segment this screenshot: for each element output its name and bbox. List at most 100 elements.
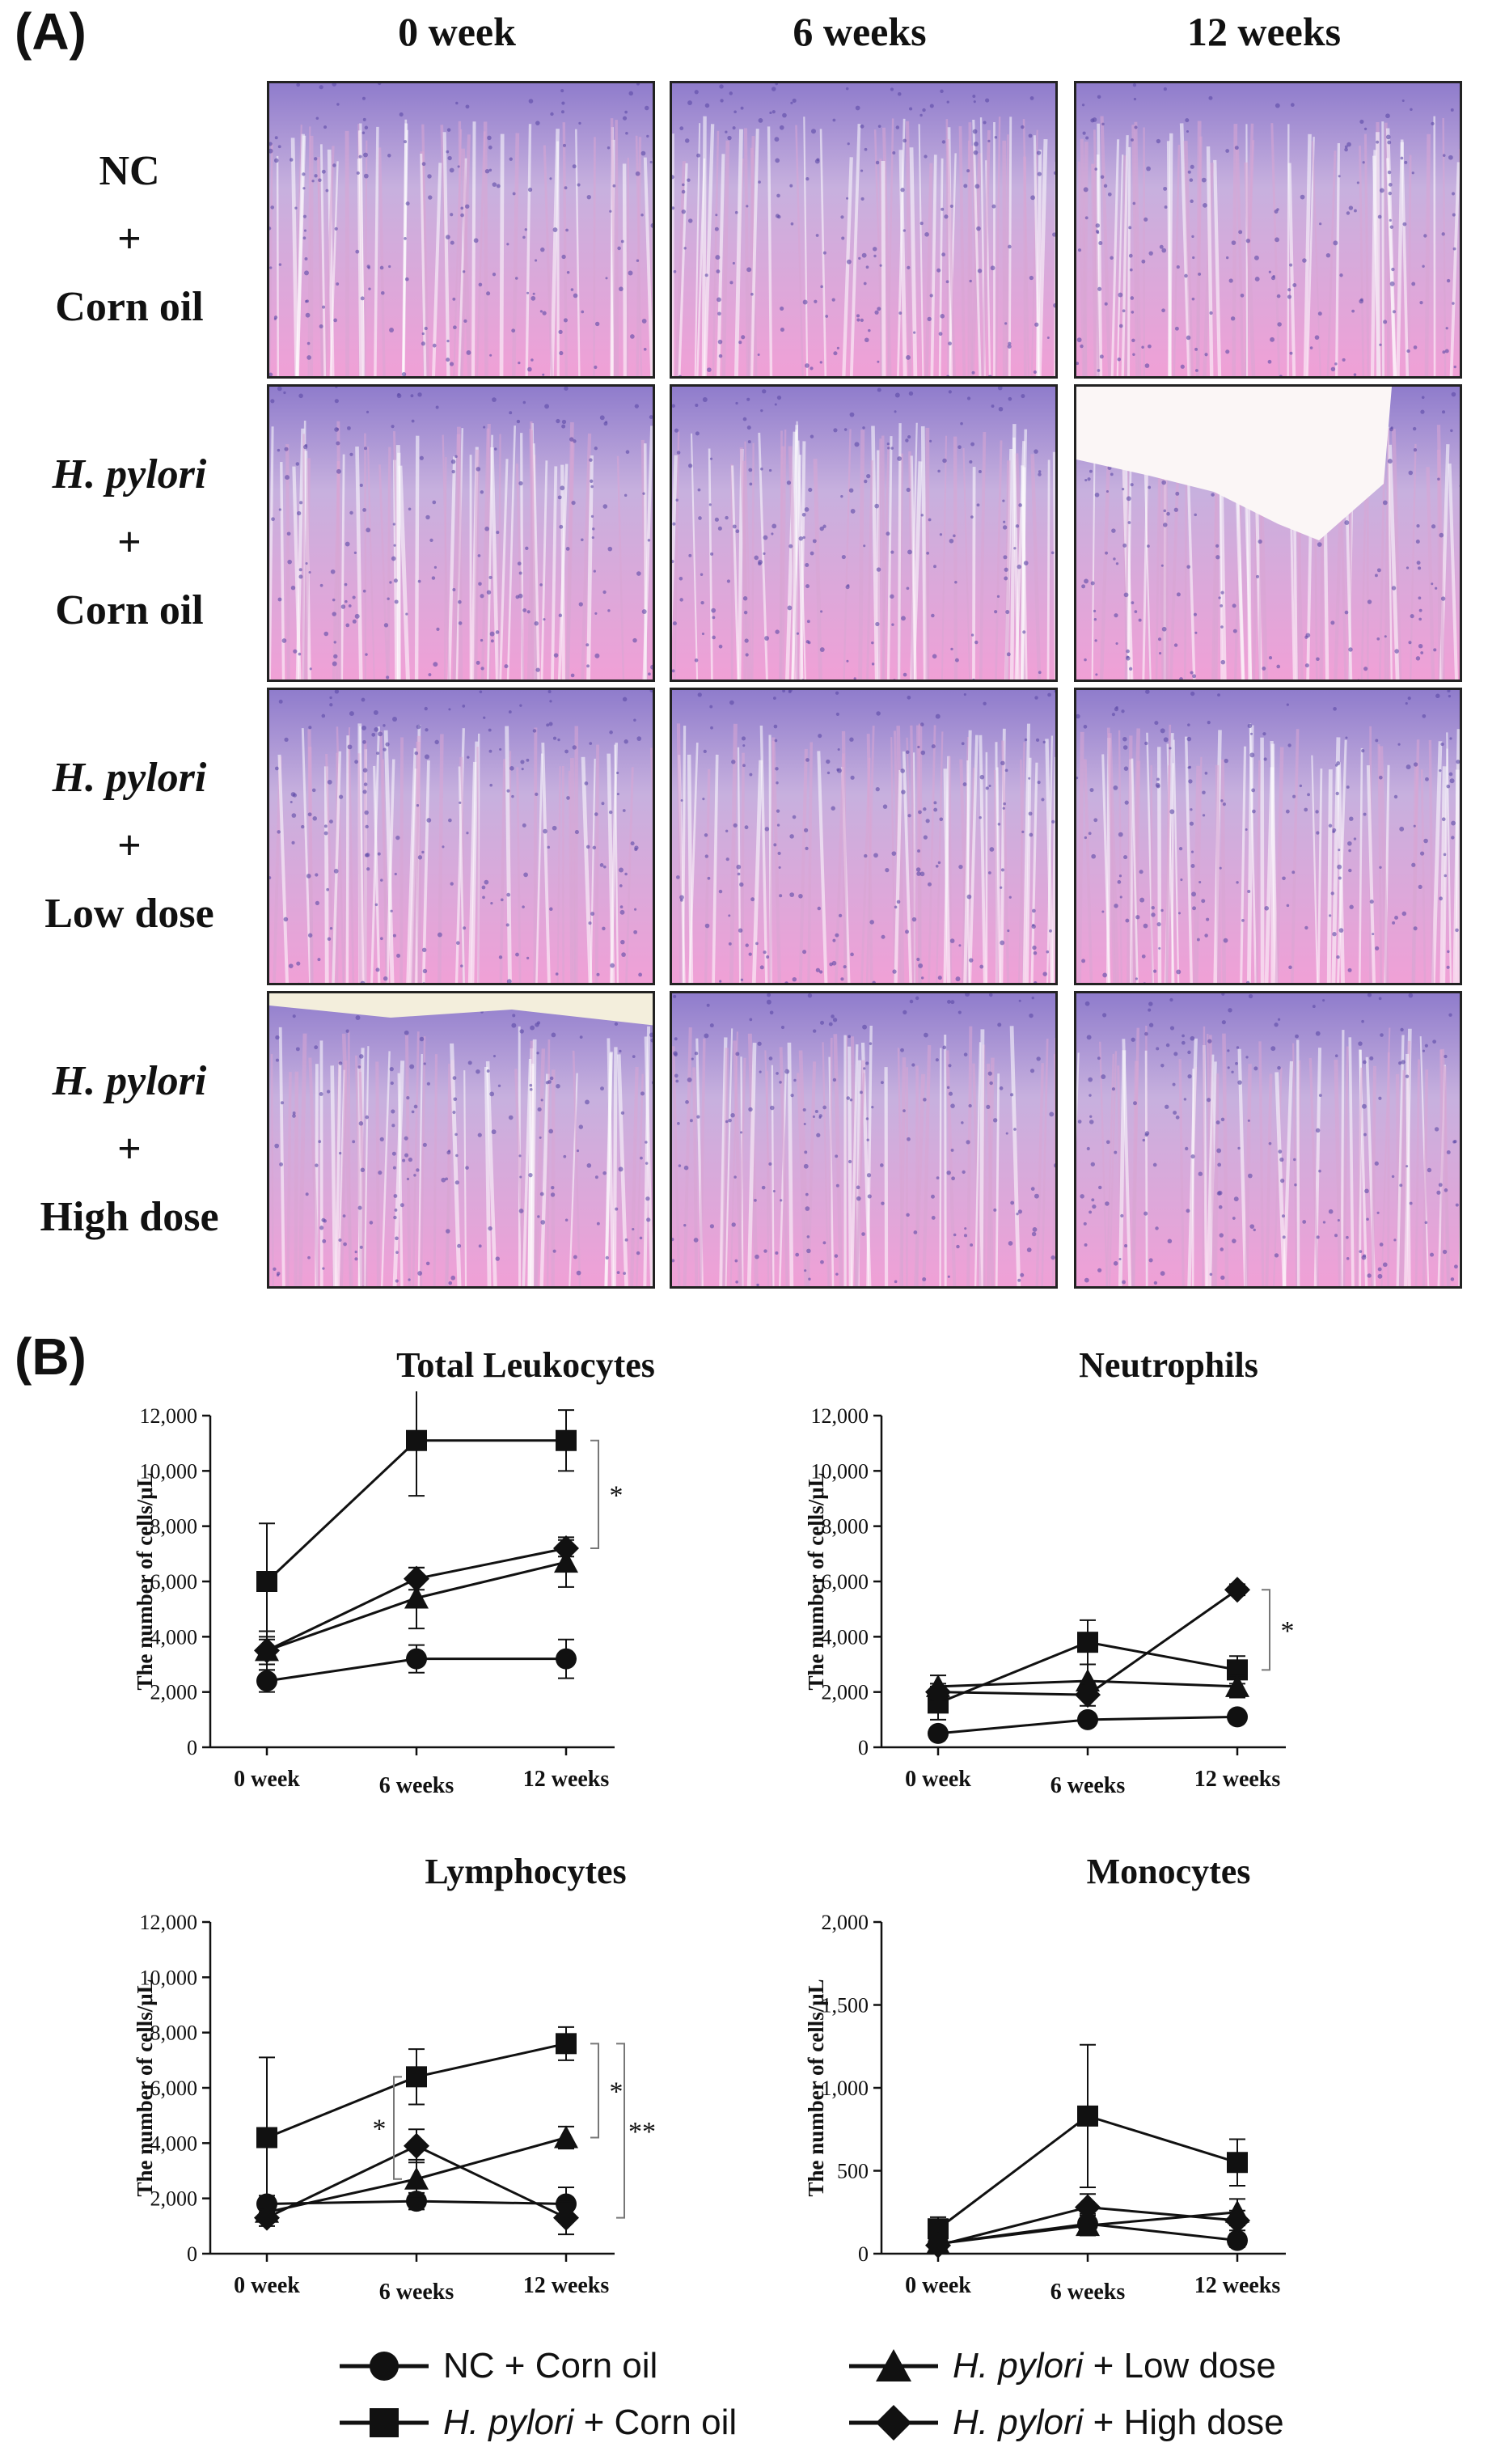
x-tick-label: 0 week	[234, 1767, 300, 1792]
significance-label: *	[1281, 1616, 1295, 1646]
row-label-top: H. pylori	[52, 1058, 207, 1104]
data-point	[928, 1722, 949, 1744]
row-label-hp-low-dose: H. pylori + Low dose	[8, 744, 251, 948]
data-point	[925, 2232, 951, 2259]
y-tick-label: 0	[858, 1736, 869, 1759]
series-diamond	[925, 2193, 1250, 2259]
y-tick-label: 1,000	[822, 2077, 869, 2100]
data-point	[556, 1648, 577, 1670]
micrograph-tile	[267, 688, 655, 985]
row-label-bottom: Corn oil	[55, 284, 204, 330]
y-tick-label: 4,000	[150, 1625, 198, 1649]
y-tick-label: 12,000	[140, 1404, 198, 1428]
data-point	[404, 2166, 429, 2190]
row-label-top: NC	[99, 148, 160, 194]
significance-label: *	[610, 2077, 624, 2106]
data-point	[1077, 1708, 1098, 1730]
x-tick-label: 0 week	[905, 1767, 971, 1792]
y-tick-label: 10,000	[140, 1966, 198, 1989]
y-axis-label: The number of cells/μL	[133, 1979, 157, 2196]
data-point	[1227, 2229, 1248, 2251]
chart-monocytes: 0 500 1,000 1,500 2,000 The number of cells/μ…	[804, 1911, 1286, 2305]
data-point	[406, 2066, 427, 2088]
y-tick-label: 6,000	[150, 2077, 198, 2100]
y-tick-label: 1,500	[822, 1994, 869, 2017]
row-label-top: H. pylori	[52, 755, 207, 801]
series-square	[928, 2043, 1248, 2242]
data-point	[553, 2204, 579, 2231]
data-point	[256, 2127, 277, 2149]
data-point	[254, 2204, 280, 2231]
data-point	[406, 2191, 427, 2212]
legend-italic: H. pylori	[443, 2403, 574, 2442]
significance-label: **	[628, 2117, 656, 2147]
legend-triangle-marker	[849, 2349, 938, 2381]
data-point	[1077, 1632, 1098, 1653]
legend-italic: H. pylori	[953, 2403, 1084, 2442]
y-tick-label: 8,000	[150, 2022, 198, 2045]
row-label-plus: +	[117, 1126, 142, 1172]
data-point	[404, 1565, 429, 1592]
x-tick-label: 6 weeks	[1050, 2280, 1126, 2305]
row-label-nc-corn-oil: NC + Corn oil	[8, 138, 251, 341]
row-label-plus: +	[117, 519, 142, 565]
micrograph-tile	[670, 991, 1058, 1289]
legend-diamond-marker	[849, 2405, 938, 2441]
micrograph-tile	[670, 688, 1058, 985]
series-square	[256, 2026, 577, 2219]
series-square	[256, 1391, 577, 1641]
legend-item-hp-low-dose: H. pylori + Low dose	[849, 2346, 1276, 2386]
legend-label: + Low dose	[1083, 2346, 1276, 2386]
y-tick-label: 2,000	[822, 1681, 869, 1704]
data-point	[1077, 2105, 1098, 2127]
panel-b-label: (B)	[15, 1327, 87, 1386]
legend-label: NC + Corn oil	[443, 2346, 658, 2386]
legend: NC + Corn oil H. pylori + Low dose H. py…	[0, 2338, 1488, 2459]
y-tick-label: 4,000	[150, 2132, 198, 2155]
data-point	[553, 1535, 579, 1561]
x-tick-label: 12 weeks	[1194, 2273, 1281, 2298]
y-tick-label: 4,000	[822, 1625, 869, 1649]
legend-item-hp-corn-oil: H. pylori + Corn oil	[340, 2403, 737, 2443]
x-tick-label: 6 weeks	[379, 1773, 454, 1798]
data-point	[1224, 1577, 1250, 1603]
y-tick-label: 10,000	[140, 1459, 198, 1483]
data-point	[256, 1571, 277, 1592]
micrograph-tile	[267, 991, 655, 1289]
micrograph-tile	[670, 81, 1058, 379]
row-label-bottom: High dose	[40, 1194, 219, 1240]
series-circle	[256, 1638, 577, 1693]
data-point	[1076, 2213, 1100, 2237]
x-tick-label: 0 week	[905, 2273, 971, 2298]
y-tick-label: 2,000	[822, 1911, 869, 1934]
data-point	[556, 1429, 577, 1451]
chart-title-total-leukocytes: Total Leukocytes	[396, 1345, 655, 1385]
data-point	[1227, 1706, 1248, 1728]
x-tick-label: 12 weeks	[523, 1767, 610, 1792]
data-point	[1075, 1682, 1101, 1708]
y-tick-label: 0	[187, 1736, 197, 1759]
significance-bracket	[616, 2043, 625, 2219]
micrograph-tile	[267, 81, 655, 379]
y-tick-label: 12,000	[140, 1911, 198, 1934]
data-point	[404, 1586, 429, 1609]
y-tick-label: 2,000	[150, 2187, 198, 2211]
data-point	[404, 2132, 429, 2159]
significance-label: *	[373, 2115, 387, 2144]
data-point	[1076, 1669, 1100, 1691]
y-tick-label: 6,000	[150, 1570, 198, 1594]
significance-bracket	[590, 1439, 599, 1549]
x-tick-label: 12 weeks	[1194, 1767, 1281, 1792]
column-header-0-week: 0 week	[398, 9, 516, 54]
micrograph-tile	[1074, 81, 1462, 379]
x-tick-label: 0 week	[234, 2273, 300, 2298]
data-point	[554, 1550, 578, 1573]
y-tick-label: 8,000	[150, 1515, 198, 1539]
row-label-hp-high-dose: H. pylori + High dose	[8, 1048, 251, 1251]
data-point	[1225, 1674, 1249, 1697]
series-diamond	[925, 1577, 1250, 1708]
y-tick-label: 6,000	[822, 1570, 869, 1594]
significance-bracket	[1262, 1589, 1270, 1671]
chart-title-lymphocytes: Lymphocytes	[425, 1852, 627, 1891]
